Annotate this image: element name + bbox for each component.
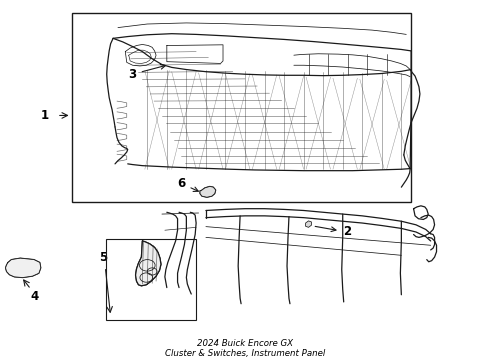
Text: 2: 2	[315, 225, 351, 238]
Polygon shape	[136, 241, 161, 286]
Polygon shape	[200, 186, 216, 197]
Text: 3: 3	[128, 64, 166, 81]
Bar	[106, 239, 196, 320]
Text: 4: 4	[31, 290, 39, 303]
Bar	[72, 13, 411, 202]
Polygon shape	[5, 258, 41, 278]
Text: 2024 Buick Encore GX
Cluster & Switches, Instrument Panel: 2024 Buick Encore GX Cluster & Switches,…	[165, 339, 325, 358]
Text: 6: 6	[177, 177, 198, 192]
Text: 5: 5	[99, 251, 107, 264]
Polygon shape	[306, 221, 312, 227]
Text: 1: 1	[41, 109, 49, 122]
